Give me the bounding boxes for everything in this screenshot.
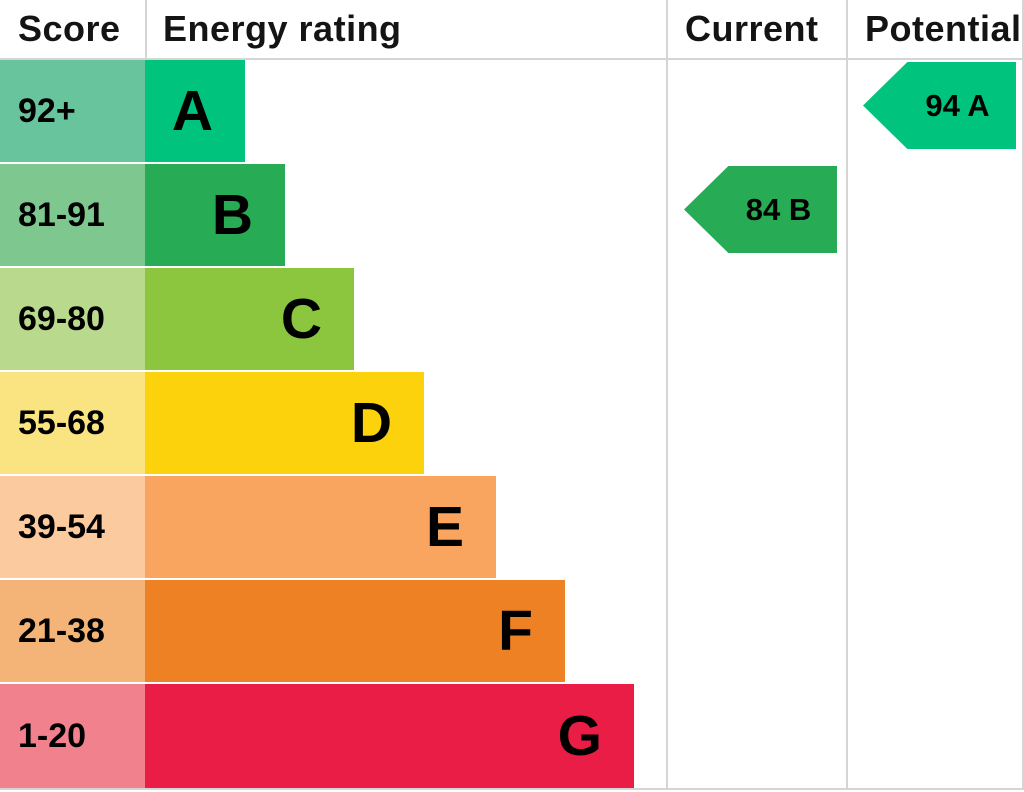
potential-column-divider [846, 0, 848, 790]
score-cell: 69-80 [0, 268, 145, 370]
rating-bar: B [145, 164, 285, 266]
score-range-label: 1-20 [18, 716, 87, 755]
score-range-label: 39-54 [18, 507, 105, 546]
band-row-b: 81-91 B [0, 164, 668, 268]
score-cell: 39-54 [0, 476, 145, 578]
score-cell: 21-38 [0, 580, 145, 682]
band-letter: E [425, 494, 464, 559]
score-range-label: 21-38 [18, 611, 105, 650]
band-row-d: 55-68 D [0, 372, 668, 476]
band-letter: F [498, 598, 533, 663]
rating-bar: C [145, 268, 354, 370]
score-column-divider [145, 0, 147, 58]
score-range-label: 69-80 [18, 299, 105, 338]
rating-bar: F [145, 580, 565, 682]
score-cell: 92+ [0, 60, 145, 162]
band-letter: D [350, 390, 392, 455]
rating-bar: D [145, 372, 424, 474]
current-rating-label: 84 B [745, 191, 812, 227]
score-range-label: 92+ [18, 91, 76, 130]
rating-bar: G [145, 684, 634, 788]
score-range-label: 55-68 [18, 403, 105, 442]
score-range-label: 81-91 [18, 195, 105, 234]
band-letter: B [211, 182, 253, 247]
header-current: Current [685, 8, 819, 49]
score-cell: 81-91 [0, 164, 145, 266]
header-energy-rating: Energy rating [163, 8, 402, 49]
score-cell: 55-68 [0, 372, 145, 474]
band-letter: C [280, 286, 322, 351]
band-rows: 92+ A 81-91 B 69-80 C 55-68 D 39-54 E 21… [0, 60, 668, 788]
band-row-e: 39-54 E [0, 476, 668, 580]
right-border-line [1022, 0, 1024, 790]
current-rating-arrow-icon: 84 B [684, 166, 837, 253]
current-column-divider [666, 0, 668, 790]
header-potential: Potential [865, 8, 1022, 49]
score-cell: 1-20 [0, 684, 145, 788]
band-row-a: 92+ A [0, 60, 668, 164]
band-row-c: 69-80 C [0, 268, 668, 372]
band-row-g: 1-20 G [0, 684, 668, 788]
potential-rating-label: 94 A [925, 87, 990, 123]
header-score: Score [18, 8, 121, 49]
band-letter: A [171, 78, 213, 143]
band-letter: G [557, 703, 602, 768]
rating-bar: E [145, 476, 496, 578]
header-divider-line [0, 58, 1024, 60]
rating-bar: A [145, 60, 245, 162]
band-row-f: 21-38 F [0, 580, 668, 684]
potential-rating-arrow-icon: 94 A [863, 62, 1016, 149]
bottom-border-line [0, 788, 1024, 790]
